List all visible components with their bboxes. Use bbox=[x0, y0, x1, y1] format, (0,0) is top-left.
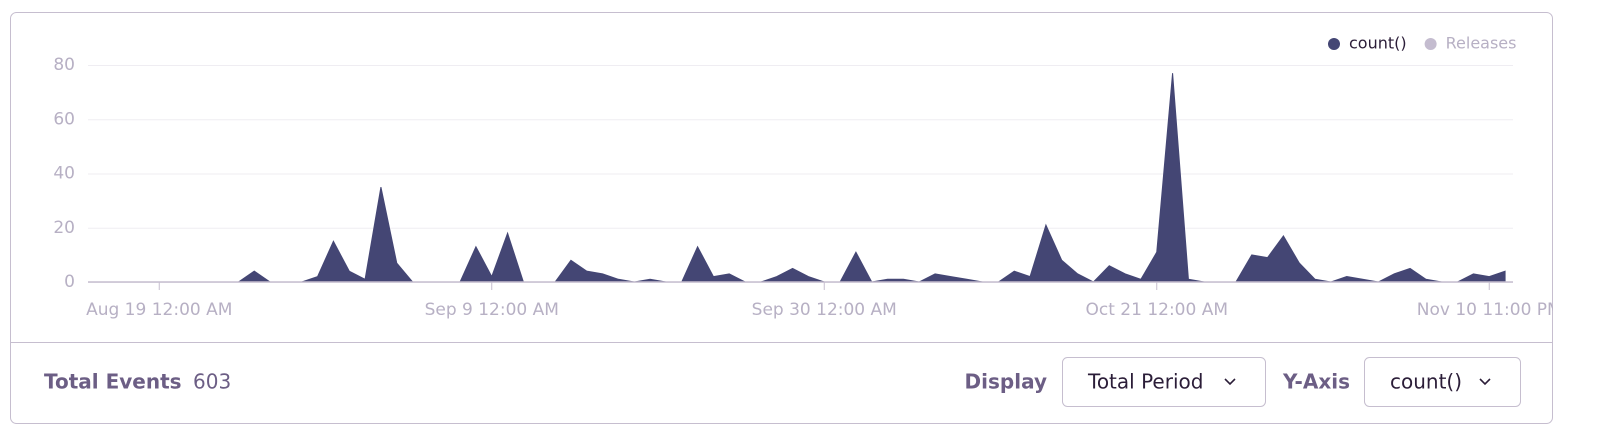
yaxis-label: Y-Axis bbox=[1282, 370, 1350, 394]
chevron bbox=[1479, 378, 1491, 386]
area bbox=[95, 73, 1506, 283]
dropdown-box[interactable] bbox=[1062, 357, 1266, 407]
x-tick-label: Nov 10 11:00 PM bbox=[1417, 300, 1562, 320]
plot: 0 20 40 60 80 Aug 19 12:00 AM Sep 9 12:00 AM Se… bbox=[53, 34, 1562, 321]
dropdown-value[interactable]: Total Period bbox=[1087, 370, 1203, 394]
dropdown-value[interactable]: count() bbox=[1390, 370, 1462, 394]
y-tick-label: 80 bbox=[53, 55, 75, 75]
display-label: Display bbox=[965, 370, 1047, 394]
x-tick-label: Oct 21 12:00 AM bbox=[1085, 300, 1228, 320]
y-tick-label: 20 bbox=[53, 218, 75, 238]
y-tick-label: 40 bbox=[53, 164, 75, 184]
card-border bbox=[10, 12, 1553, 424]
total-label: Total Events bbox=[44, 370, 182, 394]
yaxis-dropdown[interactable]: count() bbox=[1364, 357, 1521, 407]
chevron bbox=[1224, 378, 1236, 386]
x-tick-label: Sep 30 12:00 AM bbox=[752, 300, 897, 320]
y-tick-label: 60 bbox=[53, 109, 75, 129]
y-tick-label: 0 bbox=[64, 272, 75, 292]
x-tick-label: Aug 19 12:00 AM bbox=[86, 300, 232, 320]
legend-label: Releases bbox=[1446, 34, 1517, 53]
legend-label: count() bbox=[1349, 34, 1407, 53]
legend-swatch bbox=[1328, 38, 1340, 50]
dropdown-box[interactable] bbox=[1364, 357, 1521, 407]
total-value: 603 bbox=[193, 370, 231, 394]
display-dropdown[interactable]: Total Period bbox=[1062, 357, 1266, 407]
x-tick-label: Sep 9 12:00 AM bbox=[425, 300, 559, 320]
legend-swatch bbox=[1424, 38, 1437, 50]
